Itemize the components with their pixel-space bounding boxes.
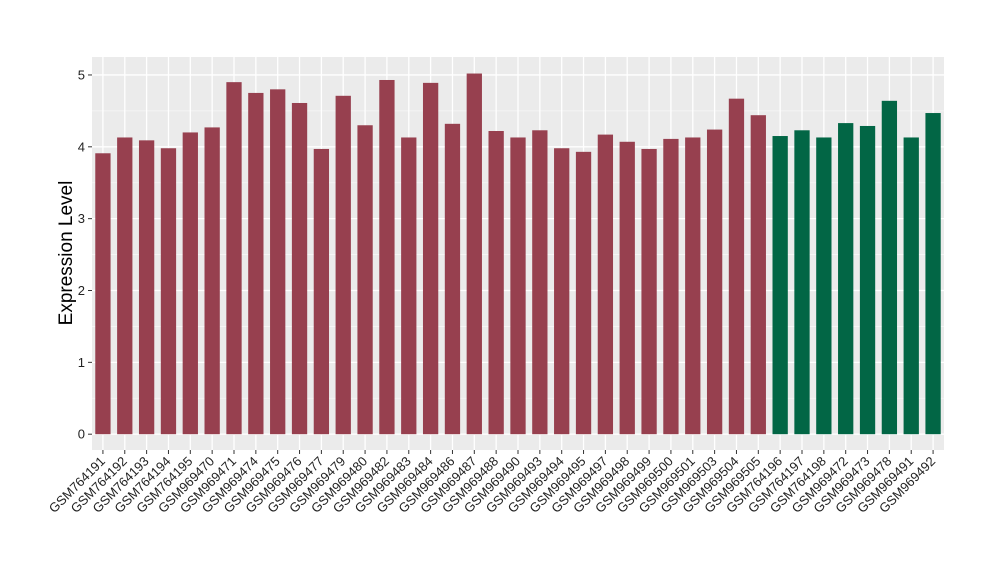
bar-GSM764195 <box>182 132 198 435</box>
bar-GSM969480 <box>357 125 373 435</box>
bar-GSM969479 <box>335 95 351 435</box>
bar-GSM969478 <box>881 100 898 435</box>
bar-GSM764193 <box>138 140 155 435</box>
bar-GSM969473 <box>859 125 876 435</box>
bar-GSM969493 <box>532 130 548 435</box>
bar-GSM764198 <box>816 137 832 435</box>
bar-GSM969488 <box>488 131 504 435</box>
bar-GSM969470 <box>204 127 220 435</box>
bar-GSM969490 <box>510 137 526 435</box>
bar-GSM969503 <box>706 129 723 435</box>
bar-GSM969474 <box>248 92 264 435</box>
y-tick-label: 4 <box>78 139 85 154</box>
bar-GSM969494 <box>554 148 570 435</box>
y-axis: 0 1 2 3 4 5 <box>78 67 92 442</box>
bar-GSM764196 <box>772 136 788 435</box>
bar-GSM969487 <box>466 73 482 435</box>
bar-GSM969500 <box>663 138 679 435</box>
bar-GSM764192 <box>117 137 133 435</box>
y-tick-label: 3 <box>78 211 85 226</box>
y-axis-title: Expression Level <box>56 181 77 326</box>
bar-GSM764191 <box>95 153 111 435</box>
bar-GSM969471 <box>226 82 242 435</box>
bar-GSM969504 <box>728 98 745 435</box>
y-tick-label: 0 <box>78 427 85 442</box>
y-tick-label: 1 <box>78 355 85 370</box>
bar-GSM764194 <box>160 148 177 435</box>
x-axis: GSM764191GSM764192GSM764193GSM764194GSM7… <box>46 450 938 516</box>
bar-GSM969495 <box>575 151 592 435</box>
y-tick-label: 5 <box>78 67 85 82</box>
bar-GSM969492 <box>925 113 941 435</box>
bars-group <box>95 73 941 435</box>
bar-GSM969501 <box>685 137 701 435</box>
bar-GSM969483 <box>401 137 417 435</box>
bar-GSM969499 <box>641 148 657 435</box>
bar-GSM969505 <box>750 115 766 435</box>
bar-GSM969472 <box>838 123 854 435</box>
bar-GSM969486 <box>444 123 461 435</box>
bar-GSM969491 <box>903 137 919 435</box>
bar-GSM969475 <box>270 89 286 435</box>
bar-GSM969482 <box>379 79 395 435</box>
y-tick-label: 2 <box>78 283 85 298</box>
bar-GSM969498 <box>619 141 635 435</box>
bar-GSM969484 <box>422 82 439 435</box>
bar-GSM969476 <box>291 102 308 435</box>
bar-GSM969497 <box>597 134 614 435</box>
bar-GSM969477 <box>313 148 330 435</box>
bar-GSM764197 <box>794 130 810 435</box>
